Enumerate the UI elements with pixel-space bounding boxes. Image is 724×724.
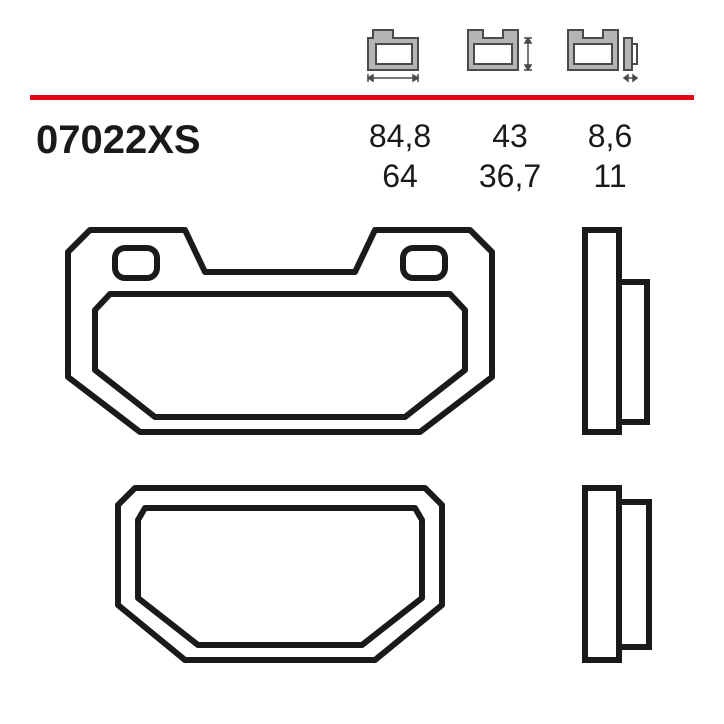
diagram-canvas: 07022XS 84,8 43 8,6 64 36,7 11 bbox=[0, 0, 724, 724]
brake-pad-icon-2 bbox=[458, 20, 544, 90]
spec-r1-c1: 84,8 bbox=[355, 118, 445, 155]
brake-pad-icon-1 bbox=[358, 20, 444, 90]
spec-r2-c1: 64 bbox=[355, 158, 445, 195]
spec-r1-c2: 43 bbox=[475, 118, 545, 155]
brake-pad-icon-3 bbox=[558, 20, 658, 90]
spec-r2-c2: 36,7 bbox=[475, 158, 545, 195]
spec-r2-c3: 11 bbox=[575, 158, 645, 195]
spec-r1-c3: 8,6 bbox=[575, 118, 645, 155]
product-code: 07022XS bbox=[36, 118, 201, 163]
brake-pad-upper-side bbox=[575, 222, 665, 442]
brake-pad-lower-front bbox=[110, 480, 450, 670]
divider-line bbox=[30, 95, 694, 100]
brake-pad-upper-front bbox=[60, 222, 500, 442]
brake-pad-lower-side bbox=[575, 480, 665, 670]
